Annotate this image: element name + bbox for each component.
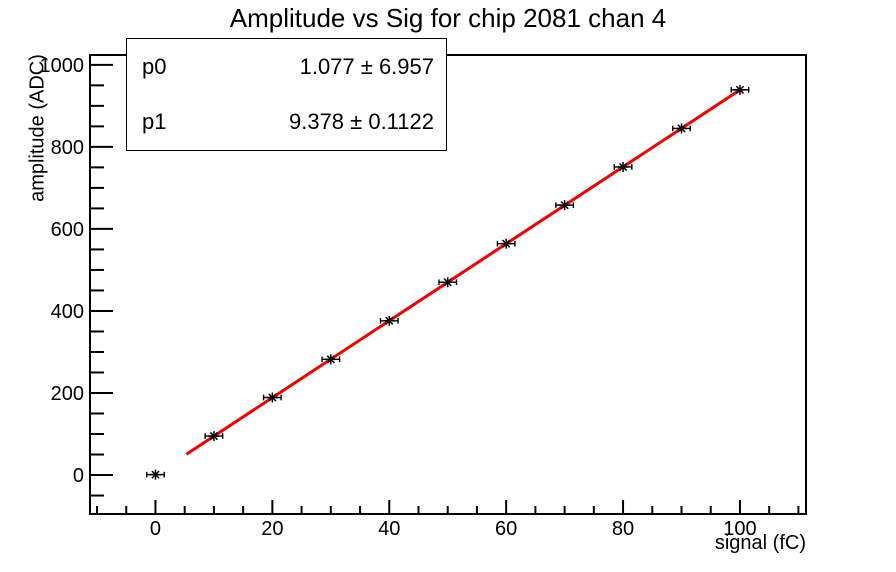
data-point-marker [262,392,282,403]
data-point-marker [730,84,750,95]
stat-name: p0 [142,53,167,79]
fit-line [185,88,741,456]
stat-value: 9.378 ± 0.1122 [288,109,434,135]
stat-value: 1.077 ± 6.957 [299,53,434,79]
marker-ray [618,162,628,172]
marker-ray [735,85,745,94]
y-tick-label: 800 [51,137,84,159]
stat-row-p0: p0 1.077 ± 6.957 [127,39,446,95]
x-tick-label: 80 [612,518,634,540]
data-point-marker [555,200,575,211]
data-point-marker [672,123,691,134]
plot-frame [89,54,807,515]
chart-title: Amplitude vs Sig for chip 2081 chan 4 [229,3,667,33]
marker-ray [326,355,335,364]
data-point-marker [321,354,341,365]
stats-box: p0 1.077 ± 6.957 p1 9.378 ± 0.1122 [126,38,447,151]
marker-ray [151,470,160,479]
x-axis-title: signal (fC) [714,532,806,554]
x-tick-label: 100 [723,518,756,540]
data-point-marker [204,431,224,442]
x-tick-label: 20 [261,518,283,540]
data-point-marker [496,238,516,249]
marker-ray [502,239,511,248]
marker-ray [677,124,686,133]
y-axis-title: amplitude (ADC) [26,54,49,202]
data-point-marker [145,469,165,480]
marker-ray [268,393,277,402]
marker-ray [209,431,219,441]
marker-ray [385,316,394,325]
stat-row-p1: p1 9.378 ± 0.1122 [127,95,446,151]
marker-ray [443,278,452,287]
stat-name: p1 [142,109,167,135]
x-tick-label: 0 [150,518,161,540]
data-point-marker [379,315,399,326]
y-tick-label: 0 [73,465,84,487]
y-tick-label: 1000 [40,55,85,77]
data-point-marker [613,161,633,172]
data-point-marker [438,277,458,288]
x-tick-label: 40 [378,518,400,540]
y-tick-label: 200 [51,383,84,405]
x-tick-label: 60 [495,518,517,540]
y-tick-label: 600 [51,219,84,241]
marker-ray [560,200,569,210]
y-tick-label: 400 [51,301,84,323]
